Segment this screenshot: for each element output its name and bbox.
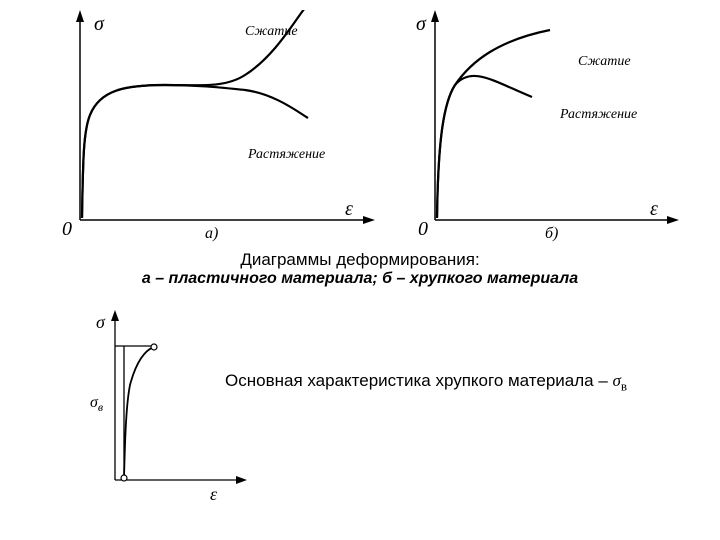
bottom-text-main: Основная характеристика хрупкого материа… — [225, 371, 608, 390]
origin-label: 0 — [418, 218, 428, 240]
chart-a-svg: σ ε 0 а) Сжатие Растяжение — [50, 10, 390, 245]
end-marker — [151, 344, 157, 350]
brittle-characteristic-text: Основная характеристика хрупкого материа… — [225, 370, 627, 395]
compression-label: Сжатие — [578, 54, 631, 69]
chart-c-sigma-v: σ ε σв — [90, 310, 255, 520]
chart-b-svg: σ ε 0 б) Сжатие Растяжение — [410, 10, 685, 245]
curve-compression — [82, 10, 305, 218]
compression-label: Сжатие — [245, 24, 298, 39]
chart-c-svg: σ ε σв — [90, 310, 255, 515]
x-axis-arrow — [667, 216, 679, 224]
sub-label-a: а) — [205, 225, 218, 242]
y-axis-arrow — [76, 10, 84, 22]
diagram-caption: Диаграммы деформирования: a – пластичног… — [0, 250, 720, 288]
x-axis-label: ε — [210, 484, 218, 504]
sigma-v-label: σв — [90, 394, 103, 414]
tension-label: Растяжение — [247, 147, 325, 162]
chart-b-brittle-material: σ ε 0 б) Сжатие Растяжение — [410, 10, 685, 250]
y-axis-label: σ — [416, 13, 427, 35]
x-axis-arrow — [363, 216, 375, 224]
y-axis-label: σ — [96, 312, 106, 332]
x-axis-label: ε — [345, 198, 353, 220]
origin-label: 0 — [62, 218, 72, 240]
caption-line2: a – пластичного материала; б – хрупкого … — [0, 270, 720, 288]
x-axis-arrow — [236, 476, 247, 484]
caption-line1: Диаграммы деформирования: — [0, 250, 720, 270]
x-axis-label: ε — [650, 198, 658, 220]
y-axis-label: σ — [94, 13, 105, 35]
sub-label-b: б) — [545, 225, 558, 242]
y-axis-arrow — [111, 310, 119, 321]
start-marker — [121, 475, 127, 481]
y-axis-arrow — [431, 10, 439, 22]
sigma-v-symbol: σв — [613, 371, 628, 390]
chart-a-plastic-material: σ ε 0 а) Сжатие Растяжение — [50, 10, 390, 250]
curve — [124, 347, 154, 478]
tension-label: Растяжение — [559, 107, 637, 122]
curve-tension — [437, 76, 532, 218]
curve-compression — [437, 30, 550, 218]
